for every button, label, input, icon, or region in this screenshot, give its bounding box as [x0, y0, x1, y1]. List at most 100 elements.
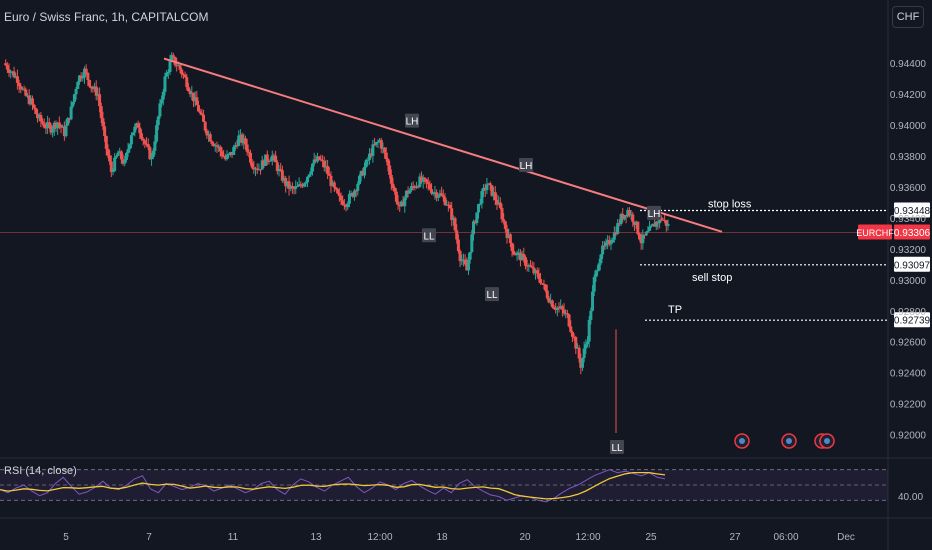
candle-body — [653, 223, 657, 227]
candle-body — [139, 133, 143, 139]
pivot-label: LL — [486, 290, 498, 301]
price-tick-label: 0.93400 — [890, 214, 927, 225]
candle-body — [165, 72, 169, 77]
candle-body — [289, 186, 293, 189]
candle-body — [24, 89, 28, 96]
candle-body — [108, 155, 112, 162]
candle-body — [378, 139, 382, 142]
candle-body — [414, 186, 418, 188]
candle-body — [136, 123, 140, 128]
price-badge-text: 0.92739 — [894, 316, 931, 327]
candle-body — [411, 186, 415, 188]
candle-body — [527, 265, 531, 267]
candle-body — [435, 192, 439, 198]
candle-body — [515, 252, 519, 256]
candle-body — [269, 160, 273, 162]
candle-body — [245, 144, 249, 152]
candle-body — [71, 101, 75, 107]
candle-body — [82, 68, 86, 78]
candle-body — [381, 147, 385, 149]
candle-body — [186, 87, 190, 92]
time-tick-label: 25 — [645, 532, 657, 543]
candle-body — [260, 160, 264, 170]
candle-body — [88, 79, 92, 87]
candle-body — [646, 230, 650, 233]
time-tick-label: 11 — [228, 532, 239, 543]
candle-body — [480, 191, 484, 204]
candle-body — [270, 155, 274, 161]
candle-body — [285, 181, 289, 187]
currency-button[interactable]: CHF — [892, 6, 924, 28]
price-tick-label: 0.92000 — [890, 431, 927, 442]
candle-body — [545, 290, 549, 299]
candle-body — [104, 136, 108, 149]
candle-body — [587, 319, 591, 342]
candle-body — [344, 205, 348, 208]
candle-body — [230, 152, 234, 155]
candle-body — [86, 72, 90, 80]
candle-body — [523, 257, 527, 266]
candle-body — [510, 243, 514, 251]
candle-body — [535, 270, 539, 274]
candle-body — [386, 159, 390, 166]
candle-body — [532, 267, 536, 274]
candle-body — [173, 56, 177, 65]
candle-body — [493, 192, 497, 200]
candle-body — [262, 160, 266, 166]
candle-body — [637, 233, 641, 240]
candle-body — [9, 71, 13, 73]
candle-body — [336, 189, 340, 194]
candle-body — [198, 111, 202, 114]
candle-body — [170, 55, 174, 62]
candle-body — [624, 215, 628, 217]
candle-body — [212, 143, 216, 147]
candle-body — [580, 358, 584, 368]
candle-body — [557, 307, 561, 309]
candle-body — [51, 129, 55, 133]
candle-body — [529, 265, 533, 267]
candle-body — [190, 92, 194, 95]
candle-body — [500, 207, 504, 220]
candle-body — [643, 234, 647, 236]
candle-body — [243, 138, 247, 145]
candle-body — [564, 313, 568, 315]
candle-body — [666, 223, 670, 226]
candle-body — [555, 307, 559, 310]
candle-body — [351, 193, 355, 197]
candle-body — [208, 134, 212, 142]
candle-body — [113, 157, 117, 172]
candle-body — [202, 114, 206, 122]
candle-body — [248, 152, 252, 163]
candle-body — [225, 154, 229, 160]
candle-body — [398, 204, 402, 207]
candle-body — [114, 155, 118, 158]
candle-body — [644, 232, 648, 236]
candle-body — [579, 358, 583, 368]
pivot-box — [422, 228, 436, 243]
candle-body — [539, 279, 543, 284]
candle-body — [98, 94, 102, 107]
candle-body — [460, 260, 464, 262]
candle-body — [168, 61, 172, 72]
candle-body — [272, 155, 276, 157]
candle-body — [626, 210, 630, 217]
candle-body — [371, 144, 375, 156]
candle-body — [292, 188, 296, 190]
price-tick-label: 0.92200 — [890, 400, 927, 411]
candle-body — [597, 263, 601, 271]
candle-body — [352, 190, 356, 197]
candle-body — [151, 150, 155, 158]
candle-body — [604, 242, 608, 246]
candle-body — [252, 167, 256, 170]
candle-body — [575, 347, 579, 349]
candle-body — [443, 197, 447, 205]
candle-body — [232, 146, 236, 155]
candle-body — [22, 88, 26, 90]
candle-body — [384, 152, 388, 160]
candle-body — [304, 182, 308, 184]
pivot-label: LH — [520, 161, 533, 172]
candle-body — [4, 63, 8, 66]
price-badge — [894, 312, 930, 328]
candle-body — [119, 151, 123, 160]
